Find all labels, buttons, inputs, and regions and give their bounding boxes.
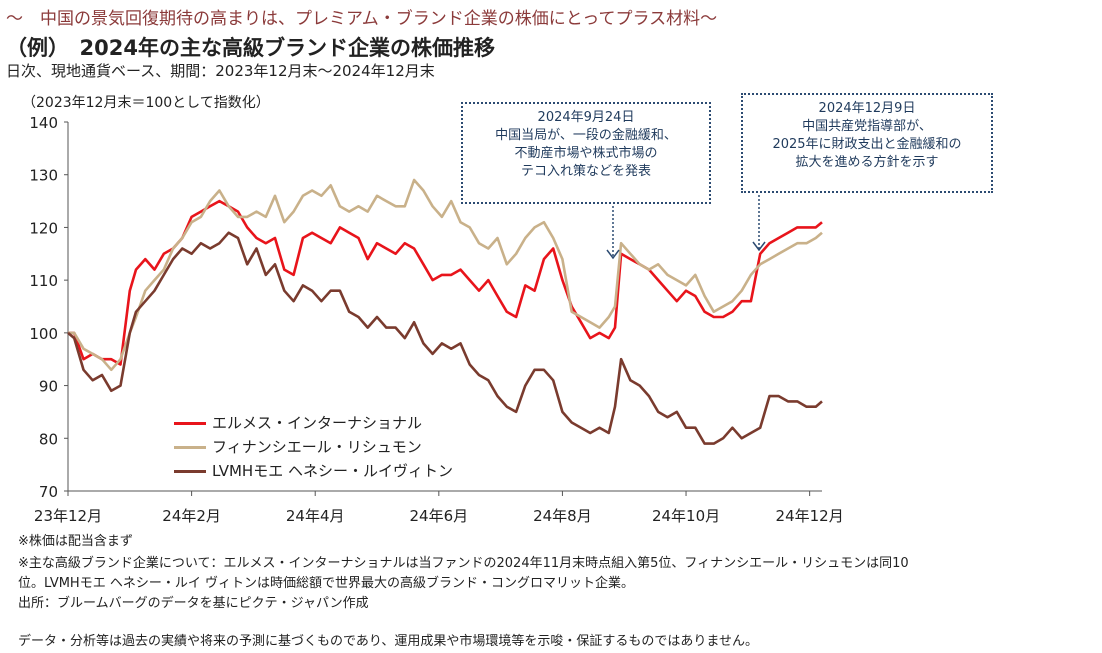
callout-line: テコ入れ策などを発表 xyxy=(520,164,651,179)
x-tick-label: 24年8月 xyxy=(533,507,592,525)
callout-line: 2024年12月9日 xyxy=(818,101,916,116)
disclaimer: データ・分析等は過去の実績や将来の予測に基づくものであり、運用成果や市場環境等を… xyxy=(18,634,758,649)
x-tick-label: 24年6月 xyxy=(409,507,468,525)
legend-label: LVMHモエ ヘネシー・ルイヴィトン xyxy=(212,462,453,480)
callout-arrow-head xyxy=(606,249,620,260)
note-companies-1: ※主な高級ブランド企業について：エルメス・インターナショナルは当ファンドの202… xyxy=(18,556,909,571)
x-tick-label: 24年4月 xyxy=(286,507,345,525)
y-tick-label: 110 xyxy=(29,272,58,290)
legend-item-hermes: エルメス・インターナショナル xyxy=(174,412,422,433)
callout-line: 中国共産党指導部が、 xyxy=(802,119,932,134)
legend-item-lvmh: LVMHモエ ヘネシー・ルイヴィトン xyxy=(174,460,453,481)
x-tick-label: 24年12月 xyxy=(776,507,844,525)
note-source: 出所：ブルームバーグのデータを基にピクテ・ジャパン作成 xyxy=(18,596,369,611)
legend-swatch xyxy=(174,422,206,425)
subtitle: ～ 中国の景気回復期待の高まりは、プレミアム・ブランド企業の株価にとってプラス材… xyxy=(6,9,718,29)
legend-swatch xyxy=(174,470,206,473)
callout-line: 2025年に財政支出と金融緩和の xyxy=(772,137,962,152)
legend-item-richemont: フィナンシエール・リシュモン xyxy=(174,436,422,457)
callout-sep-24: 2024年9月24日 中国当局が、一段の金融緩和、 不動産市場や株式市場の テコ… xyxy=(461,102,711,204)
callout-line: 中国当局が、一段の金融緩和、 xyxy=(495,128,677,143)
series-group xyxy=(67,178,823,445)
callout-arrows xyxy=(606,191,766,260)
x-tick-label: 23年12月 xyxy=(34,507,102,525)
index-note: （2023年12月末＝100として指数化） xyxy=(22,95,270,111)
note-companies-2: 位。LVMHモエ ヘネシー・ルイ ヴィトンは時価総額で世界最大の高級ブランド・コ… xyxy=(18,576,634,591)
period-note: 日次、現地通貨ベース、期間：2023年12月末～2024年12月末 xyxy=(6,62,435,80)
y-tick-label: 100 xyxy=(29,325,58,343)
callout-line: 2024年9月24日 xyxy=(537,110,635,125)
y-tick-label: 130 xyxy=(29,167,58,185)
y-tick-label: 80 xyxy=(39,430,58,448)
x-tick-label: 24年2月 xyxy=(162,507,221,525)
series-line-2 xyxy=(67,231,823,445)
callout-line: 不動産市場や株式市場の xyxy=(514,146,658,161)
note-dividends: ※株価は配当含まず xyxy=(18,534,133,549)
callout-dec-9: 2024年12月9日 中国共産党指導部が、 2025年に財政支出と金融緩和の 拡… xyxy=(741,93,993,193)
y-tick-label: 90 xyxy=(39,378,58,396)
y-tick-label: 140 xyxy=(29,114,58,132)
legend-label: フィナンシエール・リシュモン xyxy=(212,438,422,456)
legend-label: エルメス・インターナショナル xyxy=(212,414,423,432)
series-line-1 xyxy=(68,178,823,372)
y-tick-label: 70 xyxy=(39,483,58,501)
axes: 70 80 90 100 110 120 130 140 23年12月 24年2月 24年4月 24年… xyxy=(29,114,843,525)
callout-arrow-head xyxy=(752,241,766,252)
x-tick-label: 24年10月 xyxy=(652,507,720,525)
page-title: （例） 2024年の主な高級ブランド企業の株価推移 xyxy=(6,36,495,60)
series-line-0 xyxy=(68,199,823,366)
y-tick-label: 120 xyxy=(29,219,58,237)
callout-line: 拡大を進める方針を示す xyxy=(795,155,939,170)
legend-swatch xyxy=(174,446,206,449)
